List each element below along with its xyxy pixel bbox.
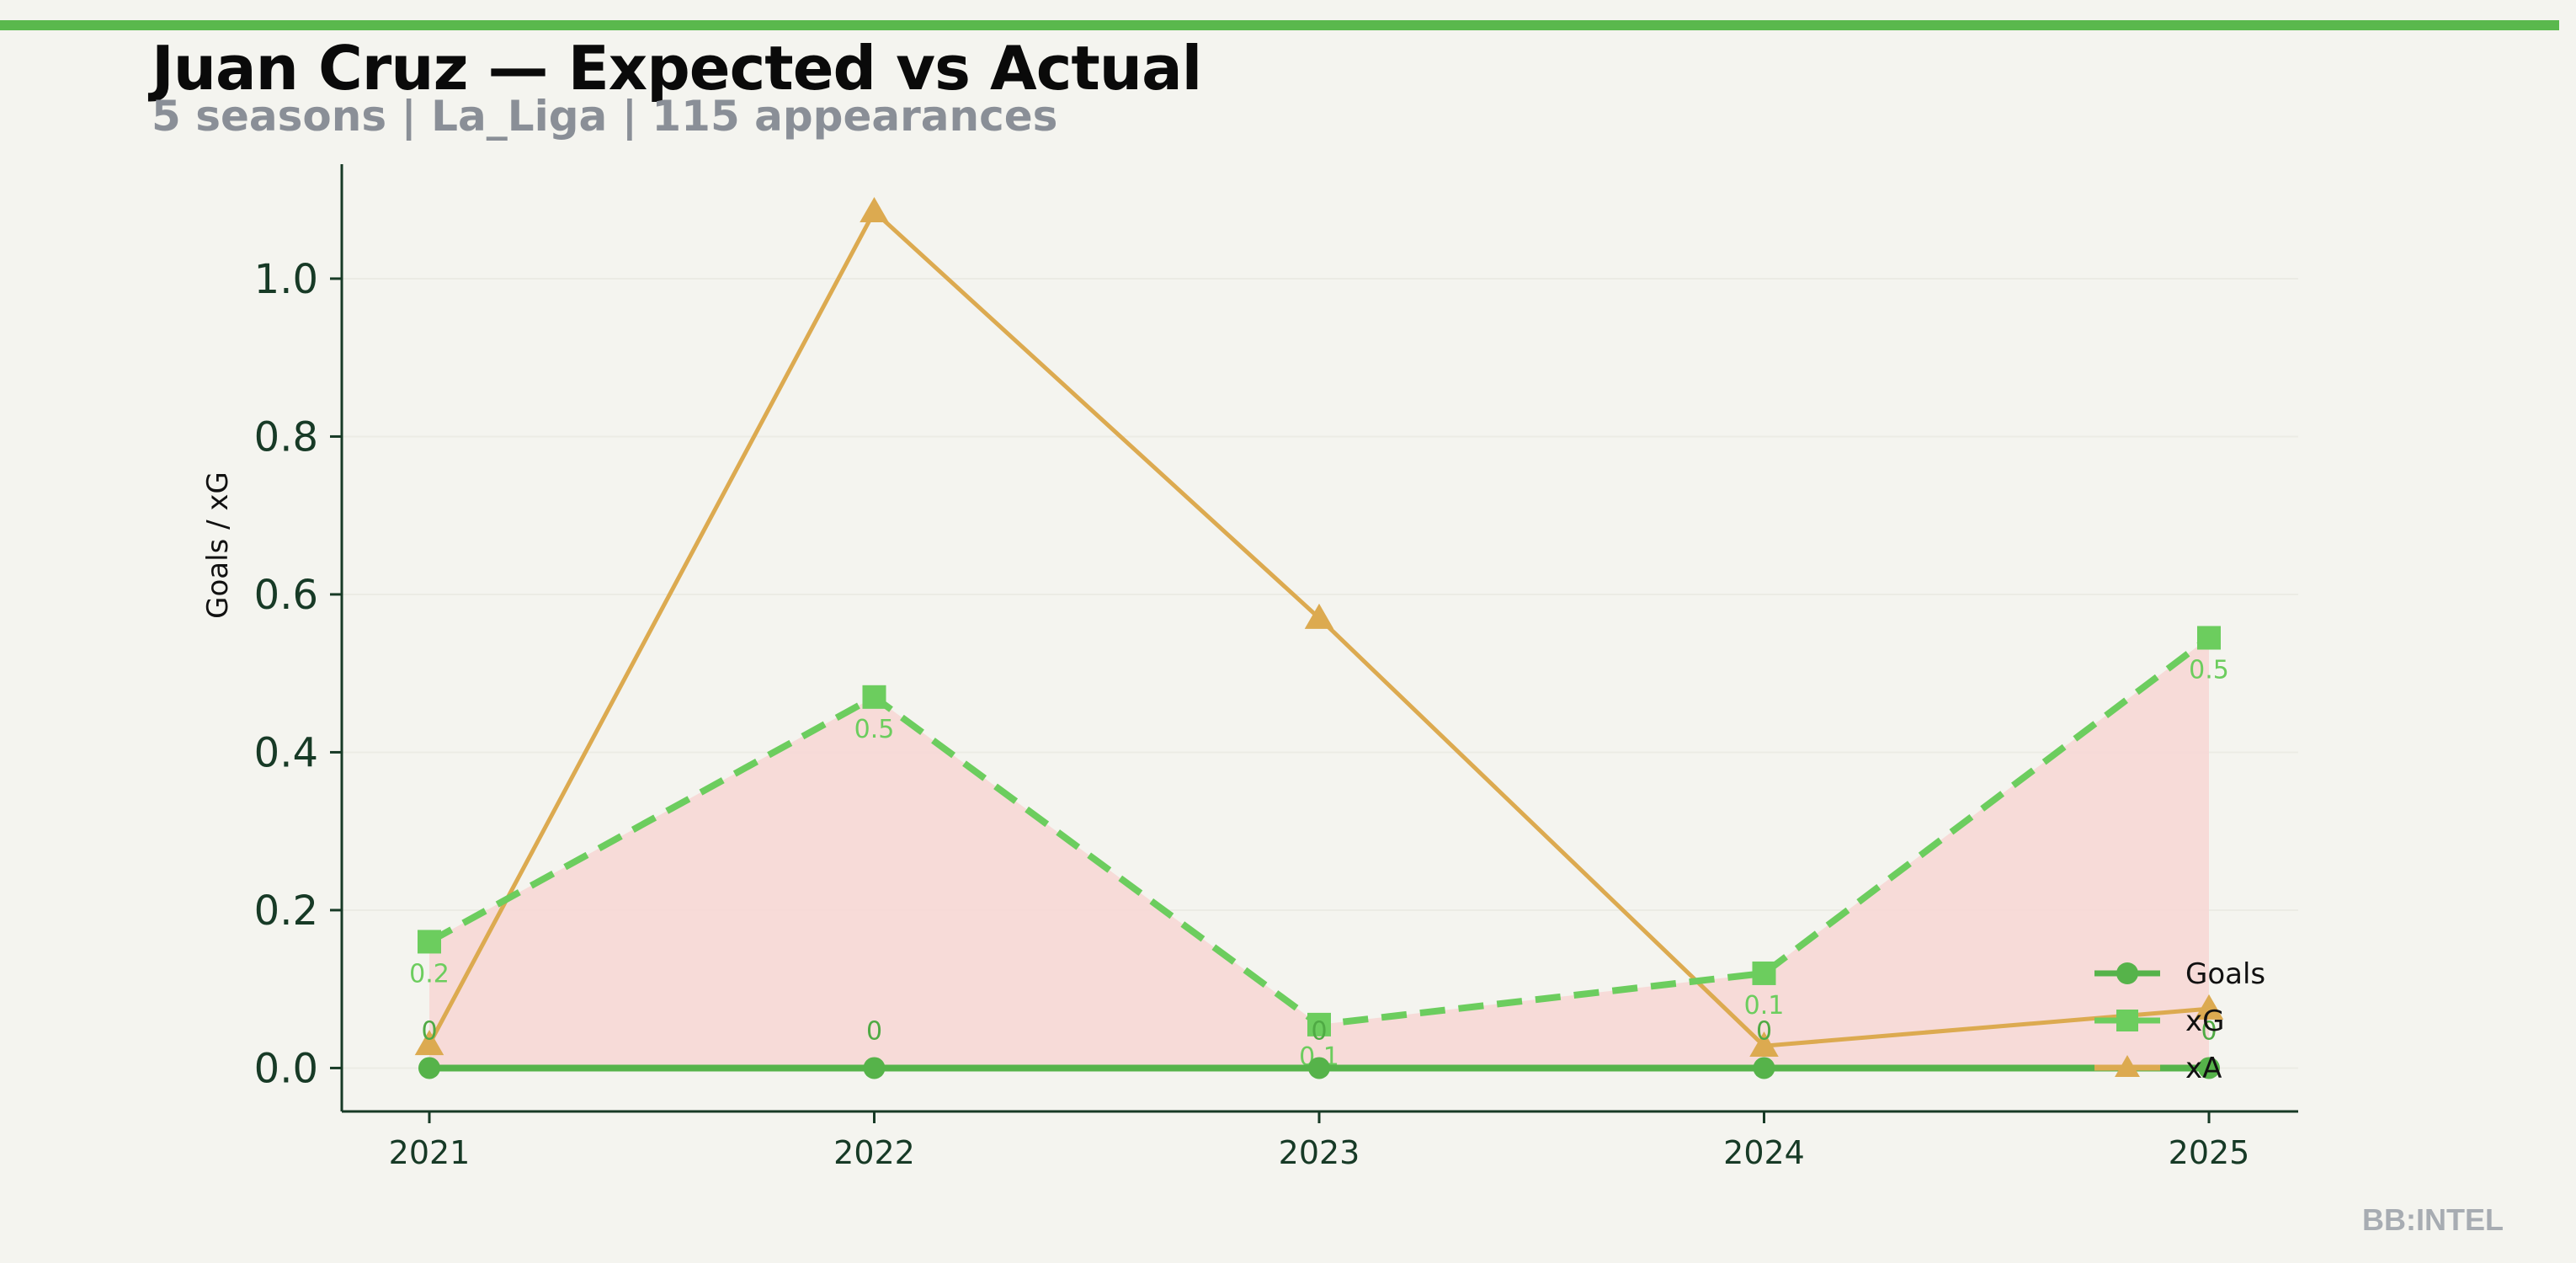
goals-data-label: 0 xyxy=(2201,1016,2217,1046)
goals-data-label: 0 xyxy=(1311,1016,1327,1046)
x-tick-label: 2022 xyxy=(833,1134,915,1171)
x-tick-label: 2025 xyxy=(2169,1134,2250,1171)
xg-point xyxy=(1307,1012,1331,1037)
goals-point xyxy=(1753,1057,1775,1079)
legend-marker-goals xyxy=(2116,962,2138,984)
xa-point xyxy=(1304,603,1334,629)
goals-point xyxy=(418,1057,440,1079)
goals-data-label: 0 xyxy=(421,1016,437,1046)
xg-point xyxy=(1752,961,1776,985)
legend-label-xg: xG xyxy=(2185,1005,2224,1038)
goals-data-label: 0 xyxy=(1756,1016,1772,1046)
xa-point xyxy=(2194,994,2224,1020)
y-tick-label: 1.0 xyxy=(254,256,318,303)
legend-label-goals: Goals xyxy=(2185,957,2265,991)
y-axis-label: Goals / xG xyxy=(201,472,235,619)
goals-point xyxy=(2198,1057,2220,1079)
legend-marker-xg xyxy=(2116,1010,2138,1031)
xa-point xyxy=(1749,1031,1779,1057)
xg-point xyxy=(418,930,441,954)
xg-data-label: 0.5 xyxy=(854,715,895,744)
accent-bar xyxy=(0,20,2559,30)
legend-label-xa: xA xyxy=(2185,1052,2222,1085)
x-tick-label: 2023 xyxy=(1279,1134,1360,1171)
y-tick-label: 0.4 xyxy=(254,729,318,776)
xg-data-label: 0.2 xyxy=(409,959,450,989)
xa-point xyxy=(414,1030,444,1056)
xa-point xyxy=(860,197,889,222)
xg-data-label: 0.1 xyxy=(1744,991,1785,1021)
x-tick-label: 2021 xyxy=(389,1134,471,1171)
chart-title: Juan Cruz — Expected vs Actual xyxy=(152,33,1202,104)
y-tick-label: 0.0 xyxy=(254,1045,318,1092)
y-tick-label: 0.2 xyxy=(254,887,318,935)
legend-marker-xa xyxy=(2115,1055,2140,1078)
x-tick-label: 2024 xyxy=(1723,1134,1805,1171)
goals-data-label: 0 xyxy=(866,1016,882,1046)
xg-point xyxy=(2197,626,2221,650)
y-tick-label: 0.8 xyxy=(254,413,318,461)
brand-watermark: BB:INTEL xyxy=(2362,1202,2504,1237)
goals-point xyxy=(1308,1057,1330,1079)
xg-data-label: 0.5 xyxy=(2189,656,2229,685)
xg-point xyxy=(862,685,886,709)
gap-shading xyxy=(429,637,2209,1068)
chart-subtitle: 5 seasons | La_Liga | 115 appearances xyxy=(152,92,1058,141)
y-tick-label: 0.6 xyxy=(254,572,318,619)
goals-point xyxy=(863,1057,886,1079)
